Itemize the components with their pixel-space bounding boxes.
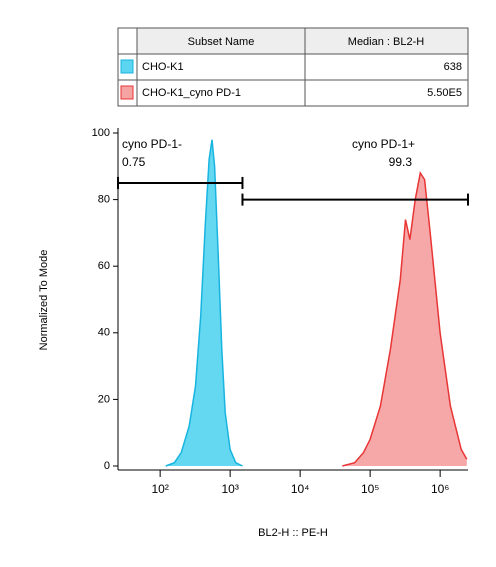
gate-name: cyno PD-1-: [122, 137, 182, 151]
subset-table: Subset Name Median : BL2-H: [117, 27, 469, 107]
y-axis-label: Normalized To Mode: [38, 250, 50, 351]
legend-label: CHO-K1_cyno PD-1: [142, 87, 241, 99]
x-tick-label: 10⁵: [361, 482, 379, 496]
x-tick-label: 10²: [151, 482, 168, 496]
x-tick-label: 10⁴: [291, 482, 310, 496]
x-axis-label: BL2-H :: PE-H: [258, 527, 328, 539]
y-tick-label: 0: [104, 460, 110, 472]
table-header-label: Subset Name: [188, 36, 255, 48]
gate-percent: 0.75: [122, 155, 146, 169]
y-tick-label: 40: [98, 327, 110, 339]
legend-swatch: [120, 85, 134, 100]
median-value: 638: [444, 61, 462, 73]
legend-label: CHO-K1: [142, 61, 184, 73]
histogram-area: [342, 173, 467, 466]
x-tick-label: 10³: [221, 482, 238, 496]
y-tick-label: 80: [98, 194, 110, 206]
histogram-line: [165, 139, 243, 467]
x-tick-label: 10⁶: [431, 482, 449, 496]
histogram-area: [165, 139, 243, 466]
legend-swatch: [120, 59, 134, 74]
y-tick-label: 60: [98, 260, 110, 272]
median-value: 5.50E5: [427, 87, 462, 99]
gate-percent: 99.3: [389, 155, 413, 169]
y-tick-label: 100: [92, 127, 110, 139]
histogram-line: [342, 171, 468, 467]
table-header-label: Median : BL2-H: [348, 36, 424, 48]
gate-name: cyno PD-1+: [352, 137, 415, 151]
y-tick-label: 20: [98, 393, 110, 405]
